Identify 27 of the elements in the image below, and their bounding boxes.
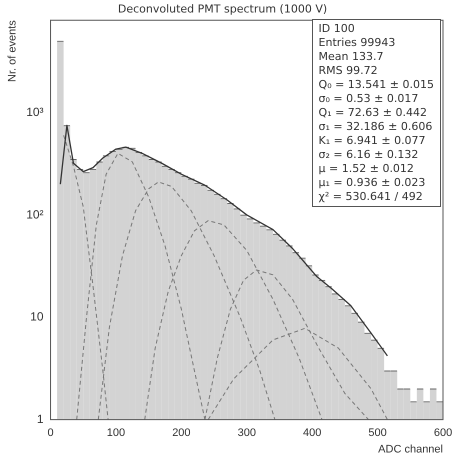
y-tick-label: 10 [30, 310, 44, 324]
x-tick-label: 600 [434, 427, 452, 440]
annotation: μ₁ = 0.936 ± 0.023 [318, 176, 426, 190]
y-tick-label: 10³ [26, 104, 44, 119]
x-tick-label: 0 [47, 427, 54, 440]
annotation: Q₀ = 13.541 ± 0.015 [318, 78, 434, 92]
annotation: Entries 99943 [318, 36, 396, 50]
x-axis-title: ADC channel [378, 443, 443, 456]
x-tick-label: 300 [238, 427, 256, 440]
chart-title: Deconvoluted PMT spectrum (1000 V) [118, 2, 328, 16]
y-tick-label: 10² [26, 207, 44, 222]
annotation: Mean 133.7 [318, 50, 384, 64]
annotation: σ₂ = 6.16 ± 0.132 [318, 148, 420, 162]
annotation: RMS 99.72 [318, 64, 379, 78]
annotation: ID 100 [318, 22, 356, 36]
annotation: μ = 1.52 ± 0.012 [318, 162, 415, 176]
y-tick-label: 1 [36, 412, 44, 426]
annotation: χ² = 530.641 / 492 [318, 190, 424, 204]
x-tick-label: 400 [303, 427, 322, 440]
annotation: Q₁ = 72.63 ± 0.442 [318, 106, 428, 120]
x-tick-label: 500 [368, 427, 387, 440]
annotation: σ₀ = 0.53 ± 0.017 [318, 92, 420, 106]
x-tick-label: 200 [172, 427, 191, 440]
annotation: σ₁ = 32.186 ± 0.606 [318, 120, 434, 134]
y-axis-title: Nr. of events [6, 20, 19, 82]
x-tick-label: 100 [106, 427, 126, 440]
annotation: K₁ = 6.941 ± 0.077 [318, 134, 427, 148]
